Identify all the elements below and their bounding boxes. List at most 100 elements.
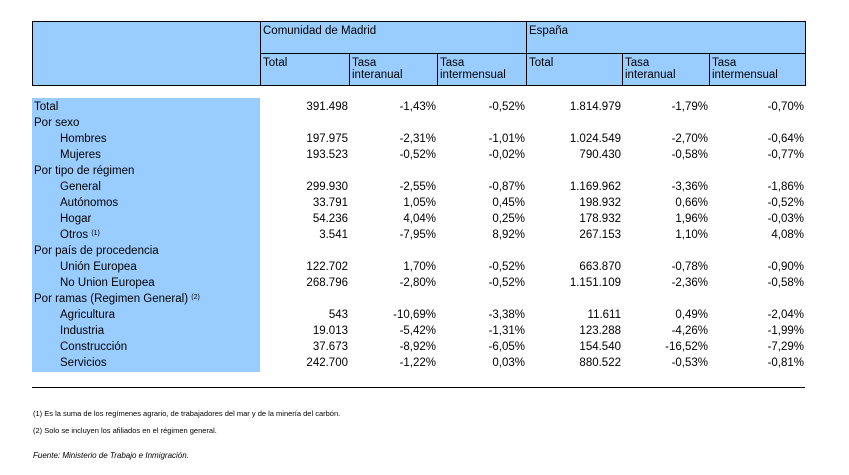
table-cell: 3.541 (319, 229, 348, 241)
header-espana-interanual: Tasa interanual (625, 57, 676, 81)
row-label-text: No Union Europea (60, 277, 155, 289)
header-bottom-border (32, 85, 805, 86)
table-cell: -0,53% (671, 357, 708, 369)
row-label: Industria (60, 324, 104, 339)
table-cell: 0,45% (492, 197, 525, 209)
row-label: General (60, 180, 101, 195)
table-cell: -1,99% (767, 325, 804, 337)
table-cell: -2,31% (399, 133, 436, 145)
table-cell: 19.013 (312, 325, 348, 337)
table-cell: 1.151.109 (569, 277, 621, 289)
table-cell: -0,52% (488, 261, 525, 273)
row-label: Total (34, 100, 58, 115)
row-label-text: Unión Europea (60, 261, 137, 273)
table-cell: 123.288 (579, 325, 621, 337)
table-cell: 37.673 (312, 341, 348, 353)
table-cell: 242.700 (306, 357, 348, 369)
row-label: Otros (1) (60, 228, 100, 243)
table-cell: 1,96% (675, 213, 708, 225)
header-mid-border (260, 53, 805, 54)
table-cell: -0,87% (488, 181, 525, 193)
header-madrid-interanual-line1: Tasa (352, 57, 377, 69)
table-cell: 54.236 (312, 213, 348, 225)
table-cell: 268.796 (306, 277, 348, 289)
table-cell: 0,66% (675, 197, 708, 209)
header-left-border (32, 21, 33, 86)
table-cell: 1,10% (675, 229, 708, 241)
table-cell: 33.791 (312, 197, 348, 209)
footnote-marker: (1) (91, 230, 100, 237)
row-label: Hombres (60, 132, 107, 147)
table-cell: -16,52% (665, 341, 708, 353)
table-cell: -6,05% (488, 341, 525, 353)
header-madrid-intermensual-line2: intermensual (440, 69, 506, 81)
table-cell: -1,86% (767, 181, 804, 193)
row-label: Servicios (60, 356, 107, 371)
table-cell: -8,92% (399, 341, 436, 353)
table-cell: -0,90% (767, 261, 804, 273)
table-cell: 391.498 (306, 101, 348, 113)
row-label-text: Por sexo (34, 117, 80, 129)
header-espana-intermensual-line2: intermensual (712, 69, 778, 81)
table-cell: -0,52% (488, 101, 525, 113)
row-label-text: Industria (60, 325, 105, 337)
table-cell: -0,64% (767, 133, 804, 145)
table-cell: -7,29% (767, 341, 804, 353)
row-label: Por sexo (34, 116, 79, 131)
row-label-text: Total (34, 101, 59, 113)
header-espana-interanual-line2: interanual (625, 69, 676, 81)
table-cell: 543 (328, 309, 348, 321)
table-bottom-rule (32, 387, 805, 388)
footnote-1: (1) Es la suma de los regímenes agrario,… (33, 409, 341, 418)
header-madrid-intermensual-line1: Tasa (440, 57, 465, 69)
row-label: Autónomos (60, 196, 118, 211)
header-madrid-total: Total (263, 57, 288, 69)
table-cell: -0,52% (399, 149, 436, 161)
table-cell: -0,58% (767, 277, 804, 289)
table-cell: -3,38% (488, 309, 525, 321)
row-label-text: Servicios (60, 357, 107, 369)
table-cell: -2,04% (767, 309, 804, 321)
header-top-border (32, 21, 805, 22)
row-label-text: Por tipo de régimen (34, 165, 135, 177)
row-label: Construcción (60, 340, 127, 355)
table-cell: 11.611 (587, 309, 621, 321)
row-label-text: General (60, 181, 101, 193)
row-label: Agricultura (60, 308, 115, 323)
row-label-text: Por ramas (Regimen General) (34, 293, 189, 305)
row-label-text: Agricultura (60, 309, 115, 321)
table-cell: 880.522 (579, 357, 621, 369)
table-cell: 1,05% (403, 197, 436, 209)
row-label: Unión Europea (60, 260, 137, 275)
header-espana-intermensual-line1: Tasa (712, 57, 737, 69)
header-divider-espana (526, 21, 527, 86)
row-label-text: Otros (60, 229, 89, 241)
table-cell: -2,70% (671, 133, 708, 145)
table-cell: -0,58% (671, 149, 708, 161)
header-espana-total: Total (529, 57, 554, 69)
row-label: No Union Europea (60, 276, 155, 291)
table-cell: -0,81% (767, 357, 804, 369)
table-cell: 178.932 (579, 213, 621, 225)
table-cell: 193.523 (306, 149, 348, 161)
table-cell: 197.975 (306, 133, 348, 145)
row-label: Por ramas (Regimen General) (2) (34, 292, 200, 307)
source-note: Fuente: Ministerio de Trabajo e Inmigrac… (33, 451, 189, 460)
table-cell: -7,95% (399, 229, 436, 241)
header-madrid-interanual-line2: interanual (352, 69, 403, 81)
header-madrid-intermensual: Tasa intermensual (440, 57, 506, 81)
header-espana-interanual-line1: Tasa (625, 57, 650, 69)
table-cell: -0,78% (671, 261, 708, 273)
table-cell: -0,70% (767, 101, 804, 113)
header-madrid-interanual: Tasa interanual (352, 57, 403, 81)
table-cell: 1.814.979 (569, 101, 621, 113)
header-divider-madrid (260, 21, 261, 86)
table-cell: 1,70% (403, 261, 436, 273)
table-cell: -2,36% (671, 277, 708, 289)
table-cell: -1,22% (399, 357, 436, 369)
table-cell: -0,52% (488, 277, 525, 289)
table-cell: 122.702 (306, 261, 348, 273)
table-cell: -2,80% (399, 277, 436, 289)
table-cell: -2,55% (399, 181, 436, 193)
header-right-border (805, 21, 806, 86)
